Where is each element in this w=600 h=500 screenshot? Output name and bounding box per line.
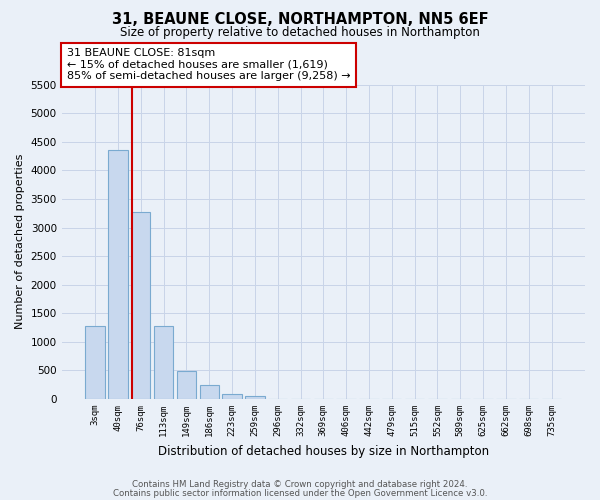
Bar (223, 394, 242, 399)
Text: Contains public sector information licensed under the Open Government Licence v3: Contains public sector information licen… (113, 489, 487, 498)
Bar (200, 386, 219, 399)
Text: Contains HM Land Registry data © Crown copyright and database right 2024.: Contains HM Land Registry data © Crown c… (132, 480, 468, 489)
Bar (154, 326, 173, 399)
Bar (245, 396, 265, 399)
Text: 31, BEAUNE CLOSE, NORTHAMPTON, NN5 6EF: 31, BEAUNE CLOSE, NORTHAMPTON, NN5 6EF (112, 12, 488, 28)
Bar (131, 212, 151, 399)
Bar (108, 150, 128, 399)
Text: Size of property relative to detached houses in Northampton: Size of property relative to detached ho… (120, 26, 480, 39)
Y-axis label: Number of detached properties: Number of detached properties (15, 154, 25, 330)
Text: 31 BEAUNE CLOSE: 81sqm
← 15% of detached houses are smaller (1,619)
85% of semi-: 31 BEAUNE CLOSE: 81sqm ← 15% of detached… (67, 48, 350, 82)
Bar (177, 371, 196, 399)
Bar (85, 326, 105, 399)
X-axis label: Distribution of detached houses by size in Northampton: Distribution of detached houses by size … (158, 444, 489, 458)
